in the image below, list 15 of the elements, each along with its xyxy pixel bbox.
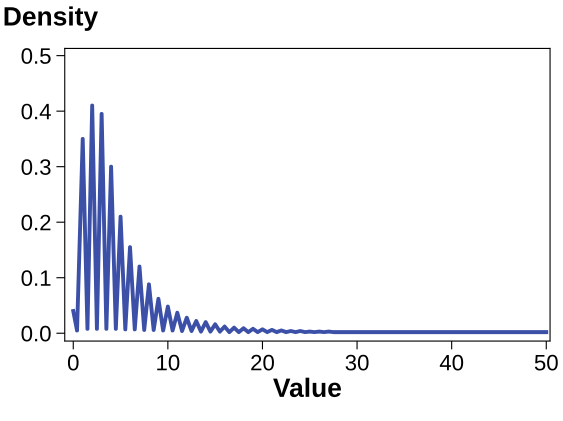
y-axis-title: Density: [4, 6, 98, 31]
x-tick-label: 0: [68, 354, 79, 371]
x-tick-label: 30: [346, 354, 369, 371]
x-tick-label: 10: [157, 354, 180, 371]
x-axis-title: Value: [273, 378, 341, 398]
line-series: [71, 104, 548, 334]
y-tick-label: 0.0: [22, 326, 51, 342]
y-tick-label: 0.3: [22, 159, 51, 175]
x-tick-label: 40: [440, 354, 464, 371]
y-tick-label: 0.5: [22, 48, 51, 64]
y-tick-label: 0.2: [22, 214, 50, 230]
x-tick-label: 50: [534, 354, 558, 371]
x-tick-label: 20: [251, 354, 274, 371]
y-tick-label: 0.1: [22, 270, 50, 286]
y-tick-label: 0.4: [22, 104, 51, 120]
